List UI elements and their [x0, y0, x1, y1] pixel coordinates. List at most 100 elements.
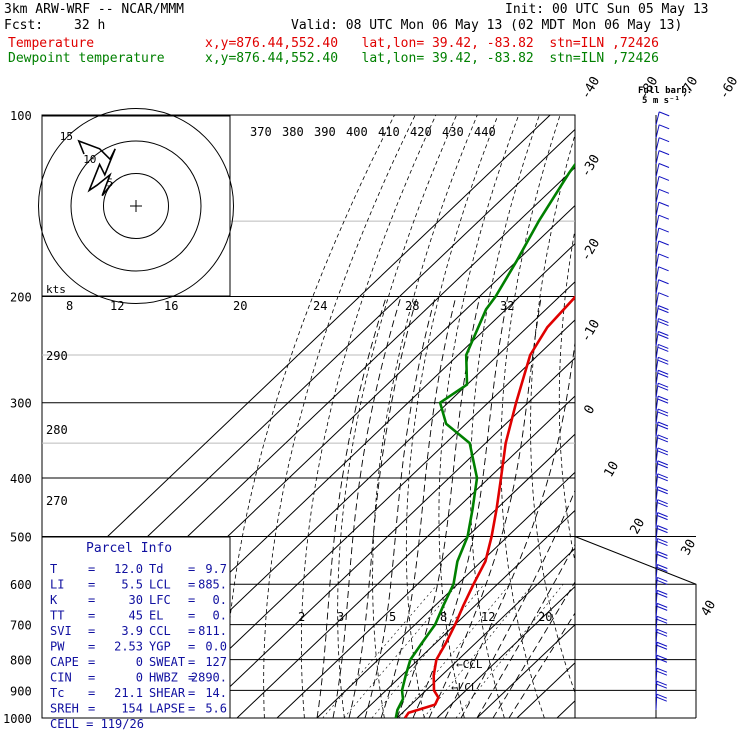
parcel-eq: = [88, 655, 95, 669]
parcel-eq: = [188, 671, 195, 685]
dewpoint-legend: Dewpoint temperature [8, 51, 165, 66]
mixing-ratio-line [455, 584, 564, 718]
parcel-value: 5.6 [205, 702, 227, 716]
dry-adiabat [301, 115, 437, 718]
hodograph-ring-label: 10 [83, 153, 96, 166]
parcel-eq: = [88, 609, 95, 623]
parcel-key: SREH [50, 702, 79, 716]
parcel-eq: = [88, 686, 95, 700]
parcel-value: 12.0 [114, 562, 143, 576]
moist-adiabat [492, 581, 575, 718]
parcel-key: SWEAT [149, 655, 185, 669]
parcel-key: LFC [149, 593, 171, 607]
wind-barb [655, 240, 669, 256]
wind-barb [655, 111, 670, 126]
theta-e-label: 370 [250, 125, 272, 139]
isotherm [436, 585, 575, 718]
theta-e-label: 440 [474, 125, 496, 139]
parcel-eq: = [188, 702, 195, 716]
moist-adiabat-label: 20 [233, 299, 247, 313]
moist-adiabat [332, 296, 402, 718]
isotherm-label: -10 [578, 317, 603, 345]
barb-legend-unit: 5 m s⁻¹ [642, 96, 680, 106]
moist-adiabat [508, 612, 575, 718]
temperature-location: x,y=876.44,552.40 lat,lon= 39.42, -83.82… [205, 36, 659, 51]
wind-barb [655, 188, 670, 204]
wind-barb [655, 564, 668, 581]
mixing-ratio-label: 12 [481, 610, 495, 624]
mixing-ratio-label: 3 [337, 610, 344, 624]
dry-adiabat [558, 227, 575, 564]
wind-barb [655, 343, 669, 360]
dry-adiabat [716, 115, 740, 718]
moist-adiabat [348, 296, 418, 718]
wind-barb [655, 447, 669, 464]
parcel-value: 2890. [191, 671, 227, 685]
parcel-value: 30 [129, 593, 143, 607]
parcel-key: HWBZ [149, 671, 178, 685]
moist-adiabat [412, 296, 509, 718]
wind-barb [655, 576, 668, 594]
dry-adiabat [438, 115, 520, 718]
lcl-marker: ←LCL [451, 681, 478, 694]
model-title: 3km ARW-WRF -- NCAR/MMM [4, 2, 185, 17]
theta-e-label: 390 [314, 125, 336, 139]
pressure-label-100: 100 [10, 109, 32, 123]
mixing-ratio-label: 2 [298, 610, 305, 624]
wind-barb [655, 356, 669, 373]
moist-adiabat-label: 24 [313, 299, 327, 313]
parcel-key: SHEAR [149, 686, 186, 700]
forecast-hours: 32 h [74, 18, 106, 33]
wind-barb [655, 279, 669, 295]
moist-adiabat [364, 296, 436, 718]
parcel-eq: = [88, 640, 95, 654]
isotherm [316, 471, 575, 718]
wind-barb [655, 382, 669, 399]
mixing-ratio-line [398, 584, 511, 718]
isotherm-label: -40 [578, 74, 603, 102]
wind-barb [655, 124, 670, 139]
parcel-key: LAPSE [149, 702, 185, 716]
mixing-ratio-label: 8 [440, 610, 447, 624]
isotherm-label: 20 [627, 516, 648, 537]
parcel-eq: = [188, 640, 195, 654]
parcel-key: Td [149, 562, 163, 576]
parcel-key: LCL [149, 578, 171, 592]
moist-adiabat-label: 32 [500, 299, 514, 313]
moist-adiabat [460, 489, 575, 718]
wind-barb [655, 589, 668, 607]
hodograph-ring-10 [70, 140, 202, 272]
parcel-eq: = [188, 578, 195, 592]
wind-barb [655, 680, 668, 698]
wind-barb [655, 175, 670, 191]
wind-barb [655, 499, 668, 516]
wind-barb [655, 460, 668, 477]
wind-barb [655, 473, 668, 490]
wind-barb [655, 395, 669, 412]
wind-barb [655, 551, 668, 568]
mixing-ratio-line [343, 584, 458, 718]
wind-barb [655, 369, 669, 386]
isotherm [356, 509, 575, 718]
wind-barb [655, 667, 668, 685]
parcel-key: T [50, 562, 57, 576]
parcel-key: CAPE [50, 655, 79, 669]
dry-adiabat [530, 133, 575, 694]
parcel-value: 3.9 [121, 624, 143, 638]
isotherm-label: -30 [578, 152, 603, 180]
parcel-eq: = [88, 702, 95, 716]
parcel-eq: = [88, 578, 95, 592]
pressure-label-300: 300 [10, 397, 32, 411]
parcel-key: Tc [50, 686, 64, 700]
wind-barb [655, 602, 668, 620]
panel-edge [574, 536, 697, 718]
parcel-key: YGP [149, 640, 171, 654]
parcel-eq: = [188, 593, 195, 607]
parcel-key: CCL [149, 624, 171, 638]
isotherm [276, 433, 575, 718]
theta-e-label: 410 [378, 125, 400, 139]
wind-barb [655, 615, 668, 633]
wind-barb [655, 434, 669, 451]
parcel-value: 154 [121, 702, 143, 716]
